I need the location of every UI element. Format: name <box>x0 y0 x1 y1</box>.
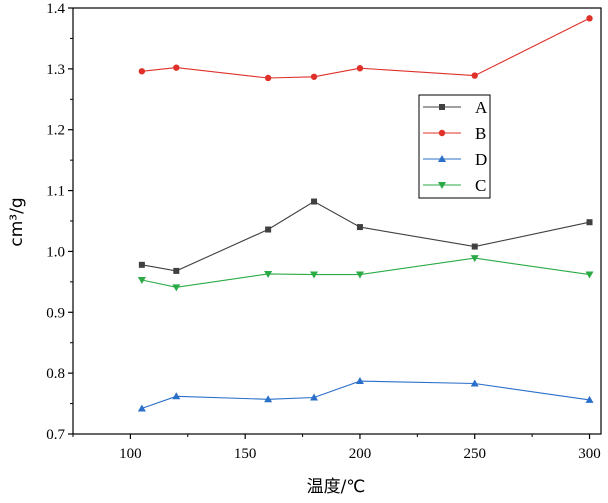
data-point-marker <box>356 65 364 72</box>
data-point-marker <box>586 15 593 22</box>
y-axis: 0.7 0.8 0.9 1.0 1.1 1.2 1.3 1.4 <box>46 1 73 443</box>
y-tick-label: 1.1 <box>46 184 65 200</box>
series-C <box>137 255 594 292</box>
data-point-marker <box>438 182 446 189</box>
data-point-marker <box>173 64 180 71</box>
legend-label: B <box>475 124 486 143</box>
y-tick-label: 0.7 <box>46 427 65 443</box>
legend-item-C: C <box>423 176 486 195</box>
legend-label: D <box>475 150 487 169</box>
x-tick-label: 150 <box>234 446 257 462</box>
series-line <box>141 200 590 272</box>
data-point-marker <box>355 271 364 279</box>
x-axis: 100 150 200 250 300 <box>72 434 601 462</box>
y-tick-label: 0.9 <box>46 305 65 321</box>
x-tick-label: 300 <box>578 446 601 462</box>
data-point-marker <box>470 379 479 387</box>
x-tick-label: 100 <box>119 446 142 462</box>
legend-label: A <box>475 98 488 117</box>
data-point-marker <box>173 267 180 274</box>
data-point-marker <box>356 224 363 231</box>
data-point-marker <box>264 74 272 82</box>
y-tick-label: 1.0 <box>46 244 65 260</box>
legend-item-B: B <box>423 124 486 143</box>
series-line <box>141 17 590 79</box>
y-axis-title: cm³/g <box>7 197 27 246</box>
series-B <box>138 15 593 82</box>
data-point-marker <box>138 68 146 75</box>
x-tick-label: 250 <box>463 446 486 462</box>
series-line <box>141 380 590 409</box>
data-point-marker <box>310 393 319 401</box>
data-point-marker <box>310 73 318 80</box>
data-point-marker <box>585 395 594 403</box>
data-point-marker <box>138 261 145 268</box>
y-tick-label: 1.4 <box>46 1 65 17</box>
y-tick-label: 1.3 <box>46 62 65 78</box>
data-point-marker <box>438 155 446 162</box>
data-point-marker <box>470 255 479 263</box>
y-tick-label: 0.8 <box>46 366 65 382</box>
x-axis-title: 温度/℃ <box>307 477 366 497</box>
series-D <box>137 377 594 412</box>
plot-frame <box>72 7 602 435</box>
data-point-marker <box>172 392 181 400</box>
legend-label: C <box>475 176 486 195</box>
y-tick-label: 1.2 <box>46 123 65 139</box>
data-point-marker <box>264 395 273 403</box>
x-tick-label: 200 <box>349 446 372 462</box>
data-point-marker <box>310 271 319 279</box>
legend-item-D: D <box>423 150 487 169</box>
data-point-marker <box>585 271 594 279</box>
data-point-marker <box>311 198 318 205</box>
data-point-marker <box>265 226 272 233</box>
data-point-marker <box>264 270 273 278</box>
data-point-marker <box>137 404 146 412</box>
series-A <box>138 198 593 274</box>
legend-item-A: A <box>423 98 488 117</box>
data-point-marker <box>471 72 478 79</box>
series-layer <box>137 15 594 412</box>
series-line <box>141 257 590 288</box>
data-point-marker <box>471 243 478 250</box>
data-point-marker <box>439 104 445 110</box>
data-point-marker <box>172 284 181 292</box>
data-point-marker <box>586 219 593 226</box>
data-point-marker <box>355 377 364 385</box>
legend-box <box>418 94 491 199</box>
watermark-text: 知乎 @碚峰 <box>523 475 597 492</box>
data-point-marker <box>438 129 446 137</box>
plot-frame-rect <box>72 7 602 435</box>
data-point-marker <box>137 277 146 285</box>
